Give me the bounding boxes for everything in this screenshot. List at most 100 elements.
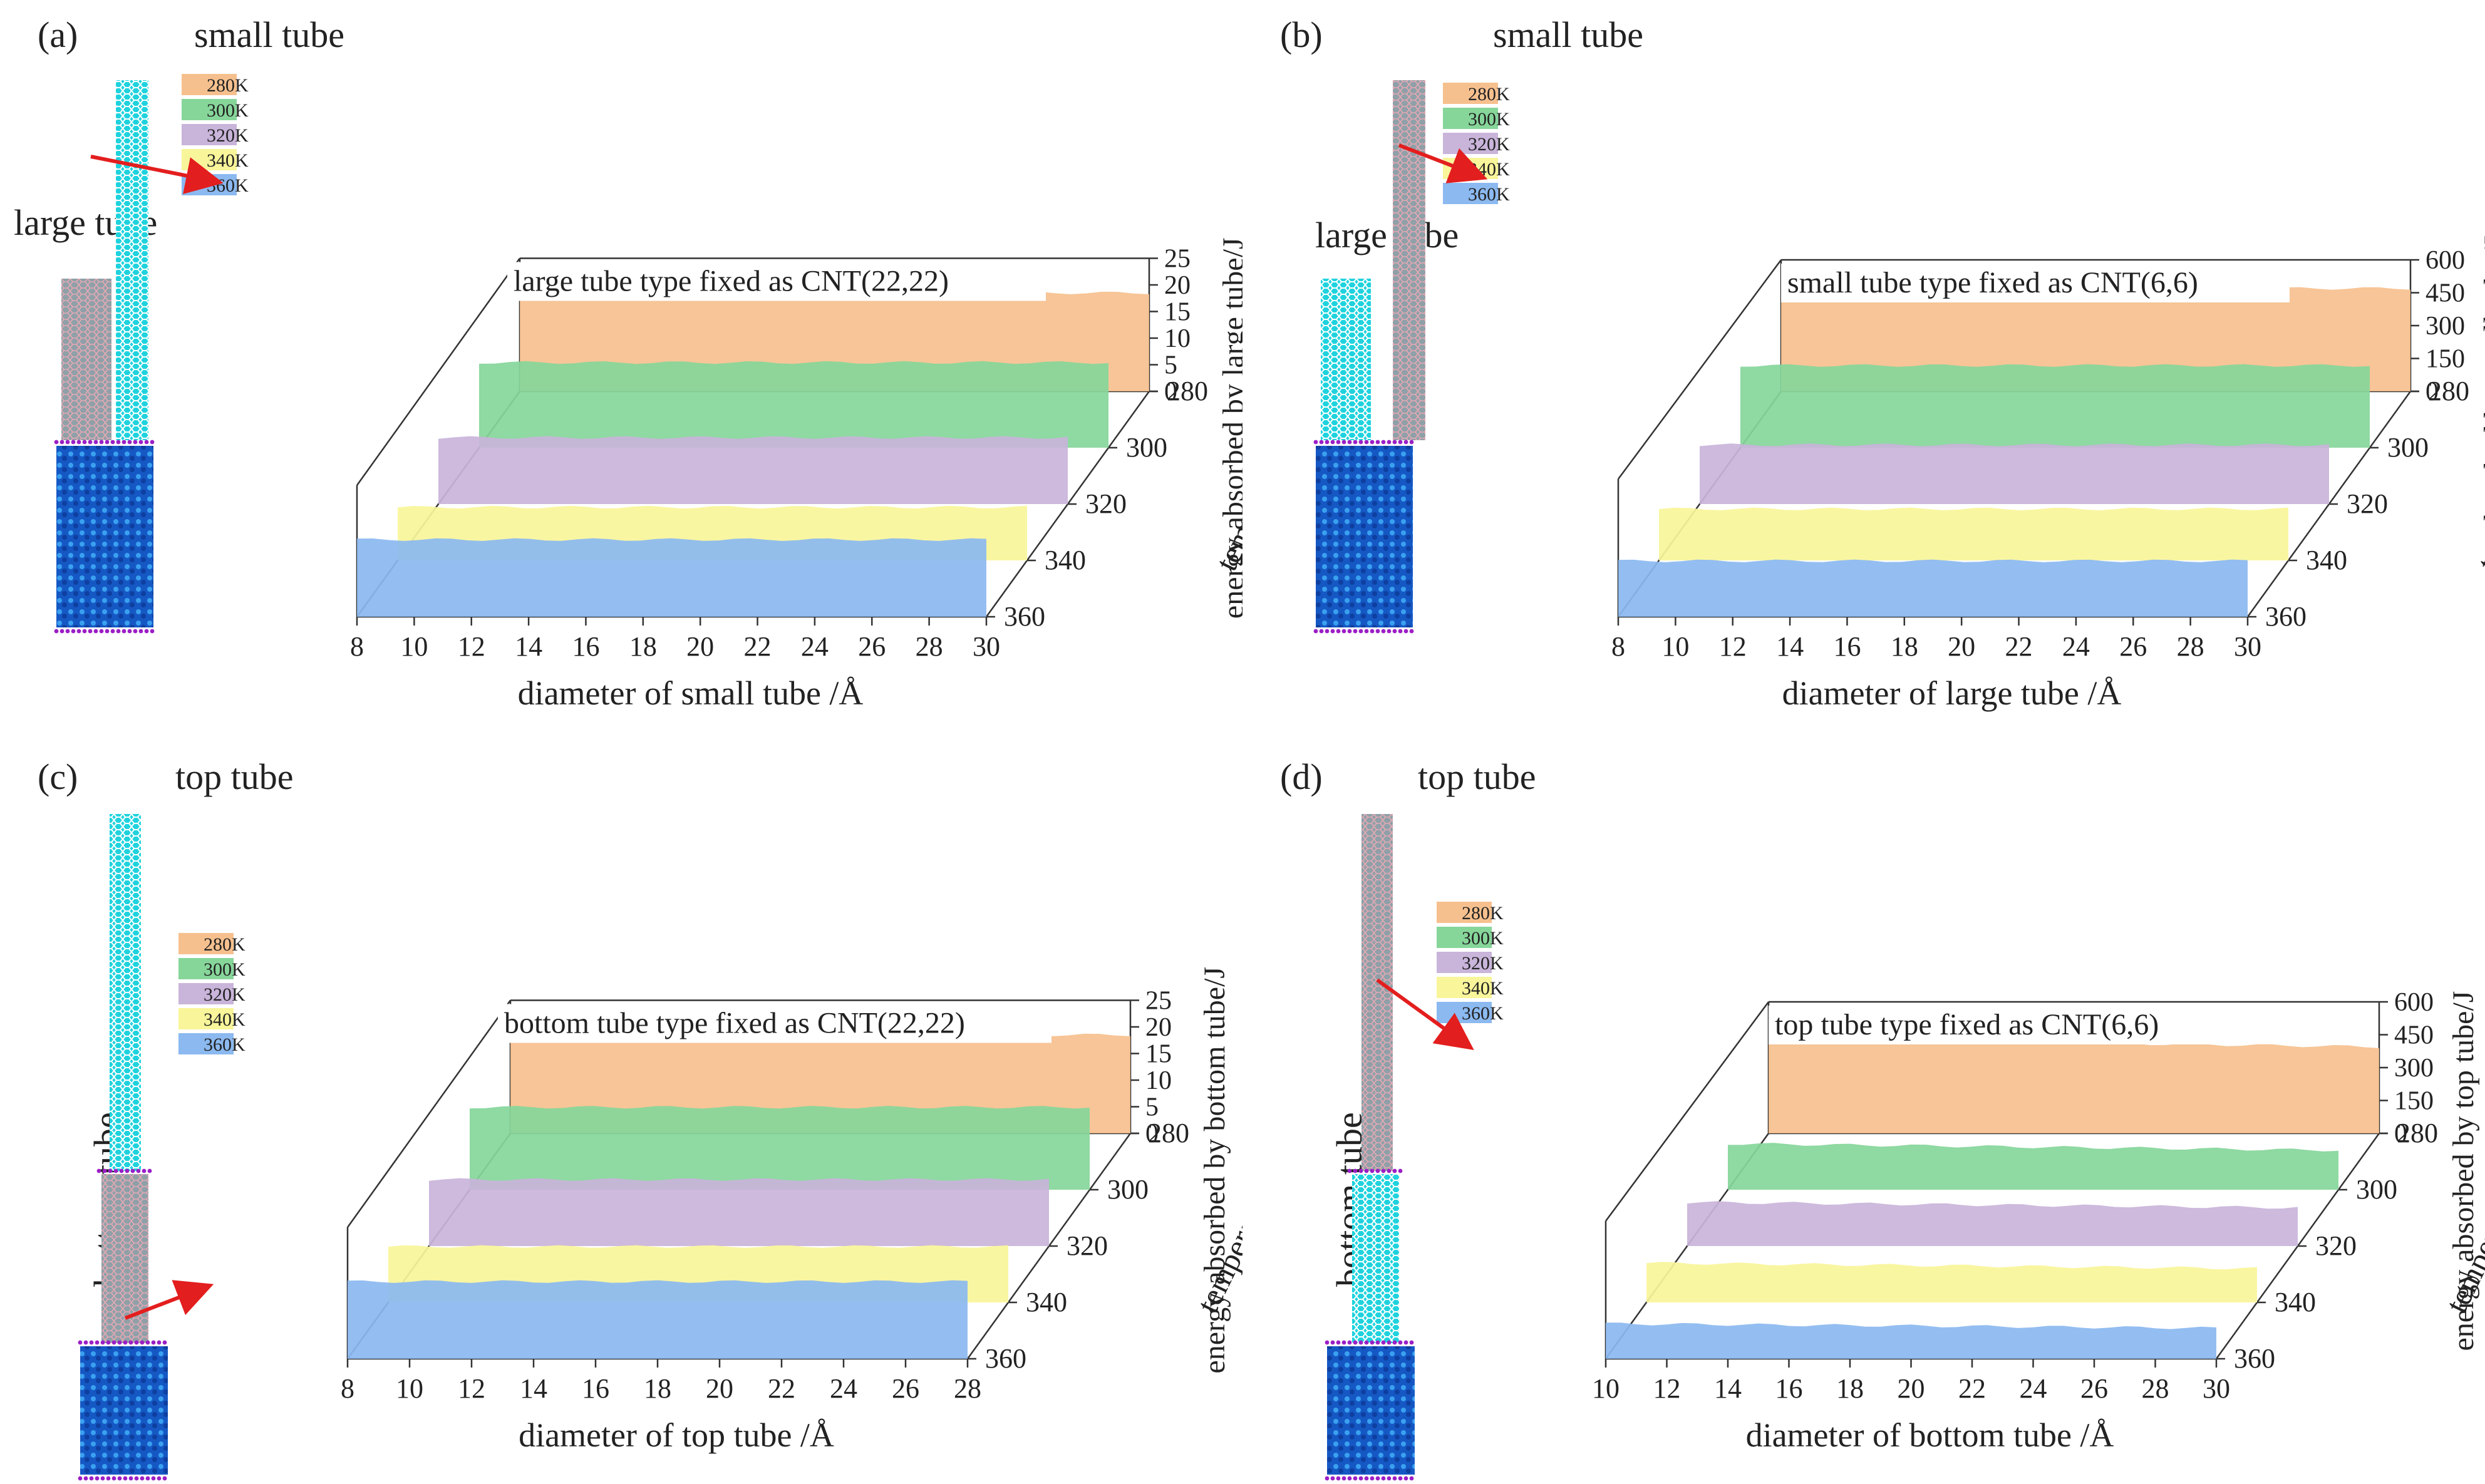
temperature-tick-label: 280 [1167, 376, 1208, 406]
x-tick-label: 12 [1719, 631, 1747, 662]
boundary-atom [1409, 1340, 1414, 1345]
x-tick-label: 12 [458, 631, 485, 662]
x-tick-label: 26 [892, 1373, 919, 1404]
x-ticks: 8 10 12 14 16 18 20 22 24 26 28 [341, 1359, 981, 1404]
series-wall-360K [348, 1280, 968, 1359]
nanotube-1 [1321, 279, 1371, 440]
annotation-bg [1781, 264, 2290, 302]
boundary-atom [76, 629, 81, 634]
left-wall-diag [346, 999, 512, 1228]
boundary-atom [1353, 1168, 1358, 1173]
temperature-tick-label: 340 [2306, 545, 2347, 575]
x-tick-label: 12 [458, 1373, 485, 1404]
x-tick-label: 28 [2142, 1373, 2169, 1404]
legend-item: 300K [1437, 927, 1504, 949]
boundary-atom [1353, 1476, 1358, 1481]
x-tick-label: 26 [2080, 1373, 2108, 1404]
boundary-atom [1381, 1476, 1386, 1481]
boundary-atom [1364, 440, 1369, 445]
boundary-atom [82, 629, 87, 634]
boundary-atom [162, 1476, 167, 1481]
legend-item: 320K [1443, 133, 1510, 155]
boundary-atom [1364, 629, 1369, 634]
x-tick-label: 16 [1833, 631, 1861, 662]
boundary-atom [83, 1476, 88, 1481]
x-tick-label: 24 [830, 1373, 857, 1404]
legend: 280K 300K 320K 340K 360K [1443, 83, 1510, 205]
water-box [1327, 1346, 1415, 1475]
annotation: top tube type fixed as CNT(6,6) [1769, 1006, 2247, 1044]
panel-label: (a) [38, 14, 78, 55]
annotation-bg [498, 1004, 1051, 1043]
temperature-tick-label: 360 [985, 1343, 1026, 1374]
nanotube-2 [1393, 80, 1425, 440]
boundary-atom [1353, 629, 1358, 634]
boundary-atom [105, 440, 110, 445]
boundary-atom [1375, 1168, 1380, 1173]
temperature-tick-label: 300 [2356, 1174, 2397, 1205]
temperature-tick-label: 300 [1126, 432, 1167, 463]
boundary-atom [78, 1340, 83, 1345]
boundary-atom [59, 440, 65, 445]
annotation-text: top tube type fixed as CNT(6,6) [1775, 1008, 2159, 1041]
boundary-atom [1325, 629, 1330, 634]
boundary-atom [111, 1476, 116, 1481]
boundary-atom [116, 440, 121, 445]
junction-boundary [96, 1168, 152, 1173]
boundary-atom [117, 1340, 122, 1345]
boundary-atom [1358, 1168, 1363, 1173]
boundary-atom [1381, 440, 1386, 445]
x-ticks: 8 10 12 14 16 18 20 22 24 26 28 30 [350, 617, 1000, 662]
energy-tick-label: 10 [1164, 324, 1191, 353]
boundary-atom [89, 1340, 94, 1345]
boundary-atom [1381, 1168, 1386, 1173]
structure-illustration [78, 814, 168, 1481]
x-tick-label: 22 [2005, 631, 2033, 662]
temperature-tick-label: 320 [1085, 488, 1127, 519]
legend-label: 280K [1462, 903, 1504, 924]
energy-ticks: 0 150 300 450 600 [2410, 246, 2465, 406]
legend: 280K 300K 320K 340K 360K [1437, 902, 1504, 1024]
x-tick-label: 18 [1891, 631, 1918, 662]
boundary-atom [157, 1476, 162, 1481]
boundary-atom [1330, 1340, 1335, 1345]
series-wall-340K [1659, 507, 2288, 560]
energy-tick-label: 25 [1164, 245, 1191, 274]
boundary-atom [121, 440, 127, 445]
boundary-atom [150, 629, 155, 634]
boundary-atom [1381, 1340, 1386, 1345]
boundary-atom [151, 1340, 156, 1345]
series-wall-300K [479, 361, 1108, 448]
series-walls [1606, 1038, 2379, 1359]
boundary-atom [1358, 629, 1363, 634]
boundary-atom [1392, 1340, 1397, 1345]
tube-label-side: large tube [1315, 215, 1459, 255]
boundary-atom [100, 1340, 105, 1345]
x-tick-label: 14 [1714, 1373, 1742, 1404]
boundary-atom [162, 1340, 167, 1345]
boundary-atom [1347, 1340, 1352, 1345]
legend-swatch [178, 983, 234, 1004]
legend-swatch [182, 74, 237, 95]
x-tick-label: 10 [400, 631, 428, 662]
x-axis-title: diameter of small tube /Å [518, 674, 864, 712]
boundary-atom [1387, 440, 1392, 445]
series-wall-280K [1769, 1038, 2379, 1133]
boundary-atom [1341, 1340, 1346, 1345]
boundary-atom [1387, 629, 1392, 634]
boundary-atom [102, 1168, 107, 1173]
boundary-atom [54, 440, 59, 445]
boundary-atom [1330, 629, 1335, 634]
legend-item: 320K [1437, 952, 1504, 974]
temperature-tick-label: 280 [2428, 376, 2469, 406]
legend-swatch [178, 1033, 234, 1054]
energy-axis-title: energy absorbed by large tube/J [1217, 237, 1242, 619]
series-wall-320K [429, 1178, 1049, 1246]
energy-axis-title: energy absorbed by small tube/J [2478, 235, 2485, 622]
boundary-atom [88, 629, 93, 634]
red-arrow [124, 1280, 214, 1320]
boundary-atom [150, 440, 155, 445]
